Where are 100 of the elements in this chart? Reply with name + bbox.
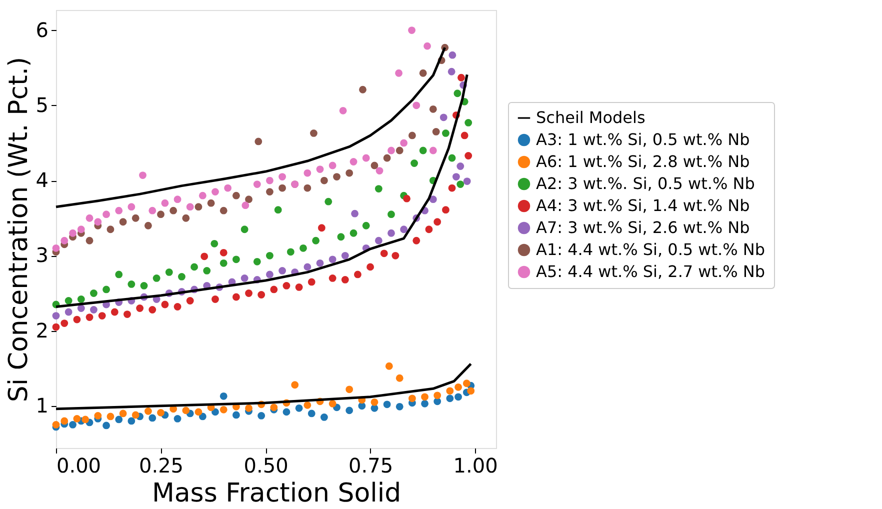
point bbox=[328, 400, 336, 408]
point bbox=[94, 218, 102, 226]
point bbox=[90, 306, 98, 314]
point bbox=[52, 312, 60, 320]
point bbox=[395, 69, 402, 77]
point bbox=[410, 160, 418, 167]
x-axis-title: Mass Fraction Solid bbox=[152, 478, 402, 508]
point bbox=[400, 226, 408, 234]
point bbox=[324, 198, 332, 206]
x-tick-label: 0.50 bbox=[244, 454, 288, 478]
y-axis-title: Si Concentration (Wt. Pct.) bbox=[4, 56, 34, 402]
point bbox=[421, 400, 428, 408]
point bbox=[220, 206, 228, 214]
point bbox=[448, 184, 456, 192]
point bbox=[232, 192, 240, 200]
point bbox=[186, 203, 194, 211]
point bbox=[86, 214, 94, 222]
point bbox=[458, 74, 465, 82]
point bbox=[148, 206, 156, 214]
point bbox=[86, 236, 94, 244]
point bbox=[198, 192, 206, 200]
point bbox=[148, 414, 156, 422]
point bbox=[383, 154, 391, 162]
y-tick-label: 6 bbox=[36, 18, 48, 42]
point bbox=[383, 400, 391, 408]
point bbox=[456, 180, 464, 188]
point bbox=[421, 393, 428, 401]
point bbox=[440, 114, 448, 122]
point bbox=[98, 312, 106, 320]
point bbox=[161, 199, 169, 207]
point bbox=[346, 386, 354, 394]
point bbox=[274, 206, 282, 214]
point bbox=[456, 162, 464, 170]
point bbox=[351, 210, 358, 218]
point bbox=[392, 252, 400, 260]
point bbox=[328, 274, 336, 282]
point bbox=[258, 412, 266, 420]
point bbox=[304, 184, 312, 192]
point bbox=[380, 250, 388, 258]
point bbox=[128, 203, 136, 211]
point bbox=[220, 392, 228, 400]
point bbox=[73, 415, 81, 422]
legend-label: A3: 1 wt.% Si, 0.5 wt.% Nb bbox=[536, 130, 750, 149]
point bbox=[60, 236, 68, 244]
point bbox=[115, 270, 123, 278]
point bbox=[77, 304, 85, 312]
point bbox=[350, 229, 358, 237]
legend-label: A2: 3 wt.%. Si, 0.5 wt.% Nb bbox=[536, 174, 755, 193]
y-tick-label: 4 bbox=[36, 168, 48, 192]
point bbox=[429, 146, 437, 154]
point bbox=[350, 158, 358, 166]
point bbox=[434, 392, 442, 400]
point bbox=[396, 374, 404, 382]
point bbox=[124, 310, 131, 318]
point bbox=[266, 252, 274, 260]
point bbox=[442, 206, 450, 214]
point bbox=[139, 172, 146, 179]
point bbox=[400, 139, 408, 147]
point bbox=[266, 270, 274, 278]
point bbox=[190, 263, 198, 271]
point bbox=[346, 169, 354, 177]
point bbox=[144, 222, 152, 230]
legend-label: A4: 3 wt.% Si, 1.4 wt.% Nb bbox=[536, 196, 750, 215]
point bbox=[77, 296, 85, 303]
point bbox=[245, 404, 252, 412]
point bbox=[144, 407, 152, 415]
point bbox=[454, 90, 462, 98]
point bbox=[157, 210, 164, 218]
point bbox=[464, 118, 472, 126]
y-tick-label: 3 bbox=[36, 243, 48, 268]
point bbox=[52, 244, 60, 252]
point bbox=[304, 169, 312, 177]
point bbox=[454, 383, 462, 391]
point bbox=[424, 42, 431, 50]
point bbox=[291, 381, 299, 389]
legend-label: A1: 4.4 wt.% Si, 0.5 wt.% Nb bbox=[536, 240, 766, 259]
point bbox=[385, 362, 393, 370]
point bbox=[240, 274, 248, 282]
point bbox=[339, 106, 347, 114]
point bbox=[310, 130, 318, 137]
point bbox=[362, 222, 370, 230]
point bbox=[186, 297, 194, 304]
point bbox=[64, 297, 72, 304]
point bbox=[52, 421, 60, 428]
point bbox=[333, 173, 340, 180]
point bbox=[419, 146, 427, 154]
point bbox=[448, 51, 456, 59]
point bbox=[278, 184, 286, 192]
point bbox=[429, 105, 437, 113]
point bbox=[304, 401, 312, 409]
point bbox=[374, 185, 382, 193]
point bbox=[232, 293, 240, 301]
point bbox=[403, 194, 410, 202]
point bbox=[106, 226, 114, 234]
point bbox=[220, 406, 228, 414]
point bbox=[278, 173, 286, 180]
point bbox=[362, 154, 370, 162]
point bbox=[161, 300, 169, 308]
point bbox=[316, 166, 324, 173]
point bbox=[312, 236, 320, 244]
